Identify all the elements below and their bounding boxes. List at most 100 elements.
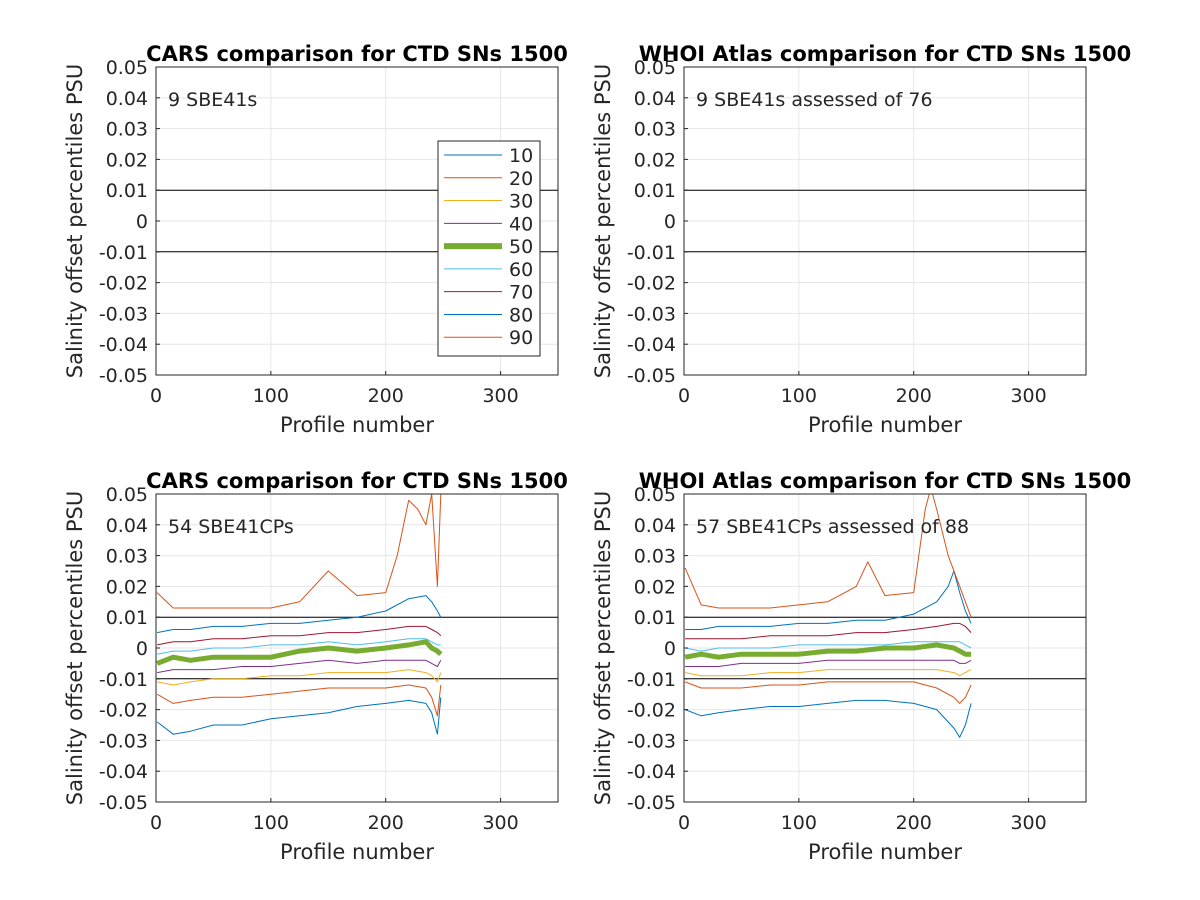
y-tick-label: 0 [136,211,148,233]
y-tick-label: 0.04 [106,88,148,110]
y-tick-label: -0.03 [627,730,676,752]
chart-title: WHOI Atlas comparison for CTD SNs 1500 [639,42,1132,66]
series-line-70 [685,622,972,640]
y-tick-label: 0.03 [634,119,676,141]
x-tick-label: 200 [896,812,932,834]
legend-label-60: 60 [509,259,533,281]
x-tick-label: 100 [253,812,289,834]
x-axis-label: Profile number [808,840,962,864]
series-line-20 [684,681,972,704]
y-tick-label: 0.01 [106,607,148,629]
legend-label-10: 10 [509,145,533,167]
y-tick-label: -0.04 [99,334,148,356]
chart-annotation: 9 SBE41s [168,89,257,111]
y-tick-label: -0.03 [99,303,148,325]
x-axis-label: Profile number [808,413,962,437]
x-tick-label: 100 [781,812,817,834]
y-tick-label: 0.02 [106,149,148,171]
series-line-60 [157,638,441,655]
series-line-60 [685,641,972,652]
x-tick-label: 100 [781,385,817,407]
y-tick-label: -0.01 [627,242,676,264]
chart-title: CARS comparison for CTD SNs 1500 [146,42,568,66]
chart-title: CARS comparison for CTD SNs 1500 [146,469,568,493]
series-line-10 [684,699,972,738]
x-axis-label: Profile number [280,840,434,864]
y-tick-label: -0.02 [627,273,676,295]
y-tick-label: 0.01 [634,607,676,629]
series-line-40 [157,659,442,674]
series-line-50 [156,639,443,666]
y-tick-label: 0.03 [106,119,148,141]
y-tick-label: 0.02 [634,576,676,598]
x-tick-label: 300 [1010,385,1046,407]
chart-annotation: 9 SBE41s assessed of 76 [696,89,933,111]
x-tick-label: 100 [253,385,289,407]
y-tick-label: -0.05 [627,792,676,814]
y-tick-label: 0.03 [634,546,676,568]
y-axis-label: Salinity offset percentiles PSU [591,64,615,378]
y-tick-label: -0.04 [627,761,676,783]
y-tick-label: 0 [664,638,676,660]
chart-annotation: 57 SBE41CPs assessed of 88 [696,516,969,538]
y-tick-label: -0.04 [627,334,676,356]
series-line-30 [157,669,442,686]
y-tick-label: 0.04 [634,88,676,110]
x-tick-label: 0 [678,812,690,834]
y-tick-label: 0.05 [634,57,676,79]
legend-label-50: 50 [509,236,533,258]
y-tick-label: -0.02 [627,700,676,722]
chart-title: WHOI Atlas comparison for CTD SNs 1500 [639,469,1132,493]
y-tick-label: 0 [664,211,676,233]
series-line-80 [157,595,442,634]
chart-panel-3: 0 100 200 300 0.05 0.04 0.03 0.02 0.01 0 -0.01 -0.0… [63,469,568,864]
y-tick-label: -0.02 [99,273,148,295]
y-tick-label: 0 [136,638,148,660]
legend-label-30: 30 [509,191,533,213]
series-group [156,494,443,735]
y-tick-label: -0.05 [99,792,148,814]
legend-label-20: 20 [509,168,533,190]
y-tick-label: -0.05 [99,365,148,387]
series-line-80 [685,570,972,630]
y-tick-label: -0.01 [99,242,148,264]
x-axis-label: Profile number [280,413,434,437]
series-line-20 [156,684,442,717]
y-tick-label: -0.03 [627,303,676,325]
legend-label-80: 80 [509,304,533,326]
y-tick-label: 0.01 [106,180,148,202]
series-line-10 [156,697,442,735]
y-tick-label: -0.03 [99,730,148,752]
y-tick-label: 0.02 [106,576,148,598]
series-group [684,494,972,738]
chart-panel-4: 0 100 200 300 0.05 0.04 0.03 0.02 0.01 0 -0.01 -0.0… [591,469,1131,864]
y-tick-label: -0.02 [99,700,148,722]
x-tick-label: 0 [678,385,690,407]
legend-label-40: 40 [509,213,533,235]
chart-panel-2: 0 100 200 300 0.05 0.04 0.03 0.02 0.01 0 -0.01 -0.0… [591,42,1131,437]
y-tick-label: 0.04 [106,515,148,537]
x-tick-label: 300 [1010,812,1046,834]
x-tick-label: 200 [368,385,404,407]
y-tick-label: 0.02 [634,149,676,171]
y-tick-label: 0.04 [634,515,676,537]
series-line-50 [684,642,972,660]
legend-label-90: 90 [509,327,533,349]
y-tick-label: -0.05 [627,365,676,387]
x-tick-label: 300 [482,385,518,407]
x-tick-label: 200 [896,385,932,407]
series-line-40 [685,659,972,667]
y-axis-label: Salinity offset percentiles PSU [591,491,615,805]
y-tick-label: 0.01 [634,180,676,202]
y-axis-label: Salinity offset percentiles PSU [63,491,87,805]
series-line-30 [685,669,972,677]
y-axis-label: Salinity offset percentiles PSU [63,64,87,378]
series-line-70 [157,625,442,646]
legend-label-70: 70 [509,282,533,304]
y-tick-label: 0.05 [106,57,148,79]
y-tick-label: -0.01 [99,669,148,691]
chart-annotation: 54 SBE41CPs [168,516,294,538]
x-tick-label: 300 [482,812,518,834]
